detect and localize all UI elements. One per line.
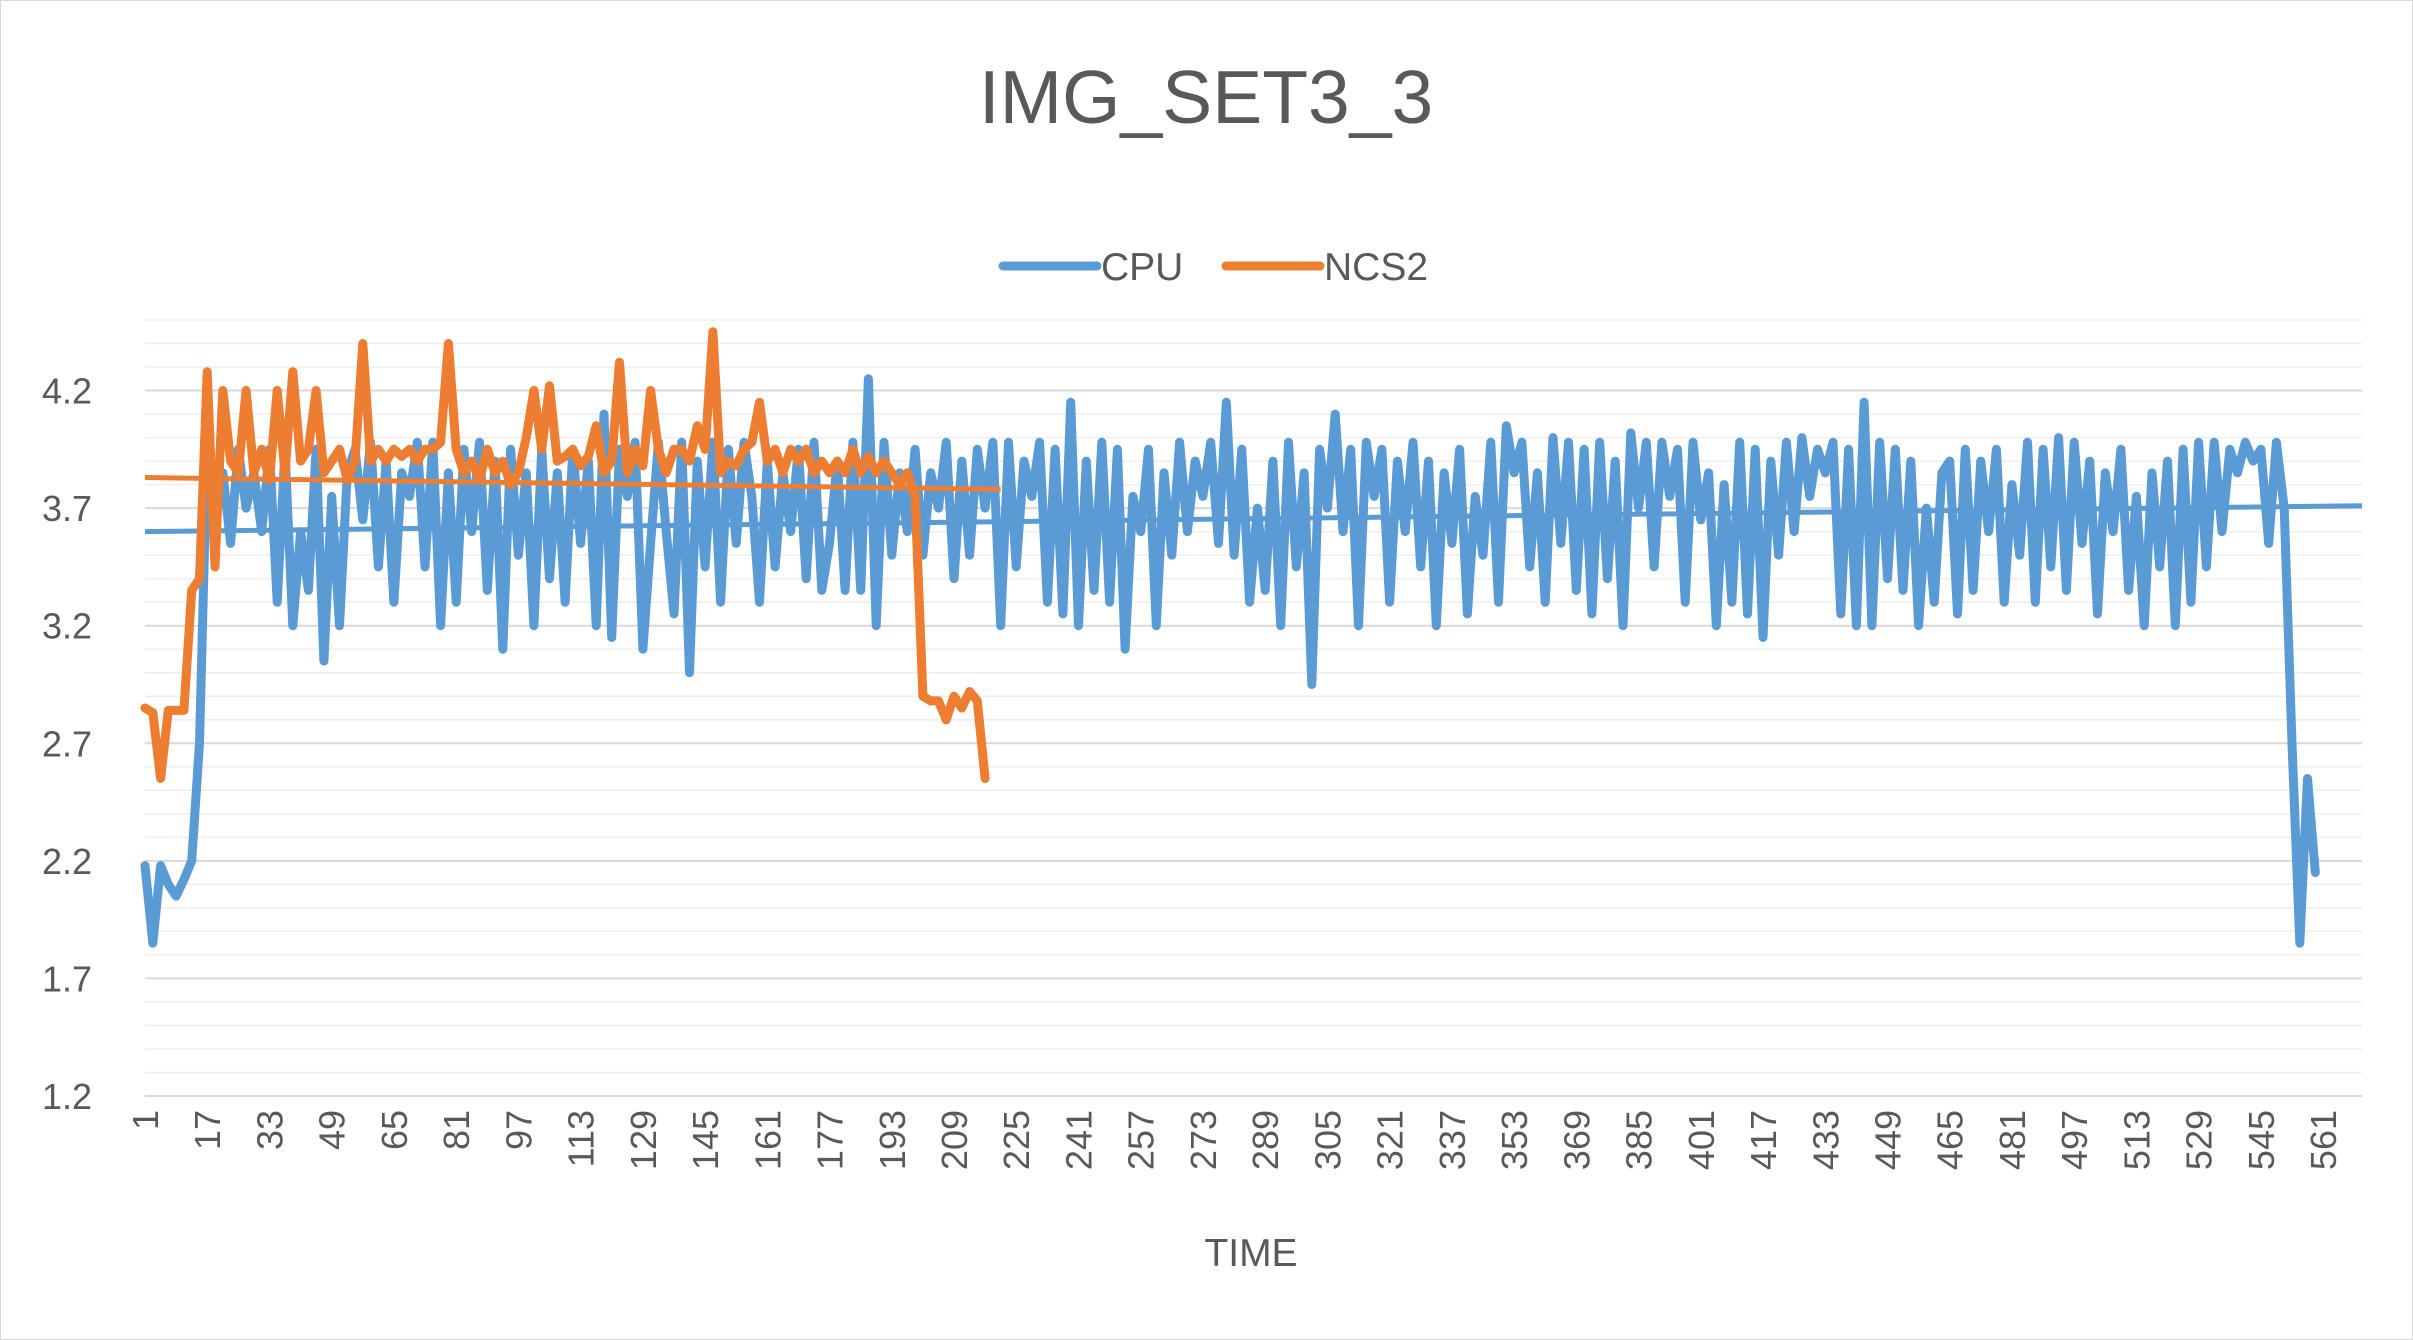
x-tick-label: 113 (561, 1110, 602, 1167)
x-tick-label: 561 (2303, 1110, 2344, 1170)
x-tick-label: 241 (1058, 1110, 1099, 1170)
x-tick-label: 1 (125, 1110, 166, 1130)
x-tick-label: 529 (2179, 1110, 2220, 1170)
x-tick-label: 289 (1245, 1110, 1286, 1170)
x-tick-label: 321 (1370, 1110, 1411, 1170)
x-tick-label: 273 (1183, 1110, 1224, 1170)
x-tick-label: 81 (436, 1110, 477, 1150)
y-tick-label: 3.2 (42, 606, 92, 647)
series-layer (140, 327, 2363, 948)
x-tick-label: 417 (1743, 1110, 1784, 1170)
x-tick-label: 433 (1805, 1110, 1846, 1170)
y-tick-label: 1.7 (42, 958, 92, 999)
x-axis-ticks: 1 17 33 49 65 81 97 113 129 145 161 177 193 209 225 241… (125, 1110, 2344, 1170)
x-tick-label: 497 (2054, 1110, 2095, 1170)
x-tick-label: 449 (1867, 1110, 1908, 1170)
x-tick-label: 257 (1121, 1110, 1162, 1170)
x-tick-label: 353 (1494, 1110, 1535, 1170)
x-tick-label: 401 (1681, 1110, 1722, 1170)
x-tick-label: 145 (685, 1110, 726, 1170)
x-tick-label: 161 (747, 1110, 788, 1170)
x-tick-label: 209 (934, 1110, 975, 1170)
x-tick-label: 193 (872, 1110, 913, 1170)
x-tick-label: 465 (1930, 1110, 1971, 1170)
gridlines (145, 319, 2362, 1097)
x-tick-label: 129 (623, 1110, 664, 1170)
x-tick-label: 305 (1307, 1110, 1348, 1170)
legend-label-ncs2: NCS2 (1324, 246, 1428, 289)
x-tick-label: 49 (312, 1110, 353, 1150)
x-tick-label: 17 (187, 1110, 228, 1150)
x-tick-label: 33 (249, 1110, 290, 1150)
x-tick-label: 385 (1619, 1110, 1660, 1170)
x-tick-label: 369 (1556, 1110, 1597, 1170)
legend: CPU NCS2 (998, 246, 1428, 289)
y-axis-ticks: 1.2 1.7 2.2 2.7 3.2 3.7 4.2 (42, 371, 92, 1117)
y-tick-label: 2.7 (42, 723, 92, 764)
x-axis-title: TIME (1204, 1232, 1297, 1275)
y-tick-label: 4.2 (42, 371, 92, 412)
x-tick-label: 481 (1992, 1110, 2033, 1170)
trendline-ncs2 (144, 475, 1001, 492)
series-line-ncs2 (140, 327, 990, 783)
x-tick-label: 225 (996, 1110, 1037, 1170)
legend-label-cpu: CPU (1101, 246, 1183, 289)
y-tick-label: 2.2 (42, 841, 92, 882)
x-tick-label: 513 (2116, 1110, 2157, 1170)
x-tick-label: 337 (1432, 1110, 1473, 1170)
x-tick-label: 97 (498, 1110, 539, 1150)
x-tick-label: 65 (374, 1110, 415, 1150)
y-tick-label: 1.2 (42, 1076, 92, 1117)
x-tick-label: 177 (810, 1110, 851, 1170)
x-tick-label: 545 (2241, 1110, 2282, 1170)
chart-title: IMG_SET3_3 (979, 55, 1433, 139)
y-tick-label: 3.7 (42, 488, 92, 529)
series-line-cpu (140, 374, 2320, 948)
